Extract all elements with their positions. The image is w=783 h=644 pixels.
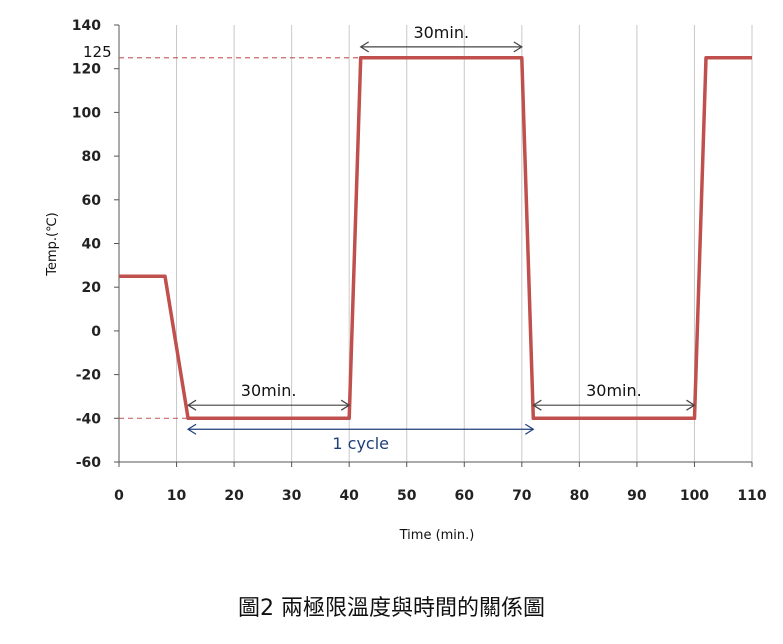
x-tick-label-10: 10 [167,488,187,504]
series-group [119,56,752,421]
annotation-arrowhead-right-0 [513,41,523,53]
annotation-label-3: 1 cycle [332,434,389,453]
duration-annotation-0: 30min. [359,23,523,53]
x-tick-label-30: 30 [282,488,302,504]
x-tick-label-70: 70 [512,488,532,504]
series-line-0 [119,56,752,421]
duration-annotation-2: 30min. [532,381,696,411]
annotation-arrowhead-left-1 [186,399,197,411]
x-axis-title: Time (min.) [399,528,475,543]
y-tick-label-20: 20 [82,280,102,296]
x-tick-label-60: 60 [455,488,475,504]
tick-labels: -60 -40 -20 0 20 40 60 80 100 120 140 0 10 20 30 40 50 60… [72,18,767,504]
duration-annotation-1: 30min. [186,381,351,411]
x-tick-label-40: 40 [339,488,359,504]
x-tick-label-50: 50 [397,488,417,504]
y-tick-label--60: -60 [76,455,102,471]
temperature-cycle-chart: 125 30min. 30min. 30min. 1 cycle -60 -40 -20 0… [45,18,767,543]
reference-lines: 125 [83,43,361,419]
y-tick-label-100: 100 [72,105,101,121]
y-tick-label-0: 0 [91,324,101,340]
annotation-label-1: 30min. [241,381,297,400]
annotations: 30min. 30min. 30min. 1 cycle [186,23,696,453]
y-tick-label-80: 80 [82,149,102,165]
axes [114,24,753,467]
reference-label-125: 125 [83,43,112,61]
x-tick-label-110: 110 [737,488,766,504]
annotation-arrowhead-right-1 [340,399,351,411]
annotation-arrowhead-left-3 [186,423,197,435]
annotation-arrowhead-left-0 [359,41,370,53]
x-tick-label-100: 100 [680,488,709,504]
duration-annotation-3: 1 cycle [186,423,535,453]
figure-caption: 圖2 兩極限溫度與時間的關係圖 [238,596,545,621]
y-axis-title: Temp.(℃) [45,212,60,277]
annotation-label-2: 30min. [586,381,642,400]
y-tick-label--20: -20 [76,368,102,384]
annotation-arrowhead-left-2 [532,399,542,411]
y-tick-label-120: 120 [72,62,101,78]
x-tick-label-80: 80 [570,488,590,504]
x-tick-label-20: 20 [224,488,244,504]
annotation-arrowhead-right-3 [525,423,535,435]
y-tick-label--40: -40 [76,411,102,427]
y-tick-label-40: 40 [82,237,102,253]
x-tick-label-0: 0 [114,488,124,504]
y-tick-label-140: 140 [72,18,101,34]
y-tick-label-60: 60 [82,193,102,209]
annotation-arrowhead-right-2 [686,399,696,411]
annotation-label-0: 30min. [413,23,469,42]
x-tick-label-90: 90 [627,488,647,504]
